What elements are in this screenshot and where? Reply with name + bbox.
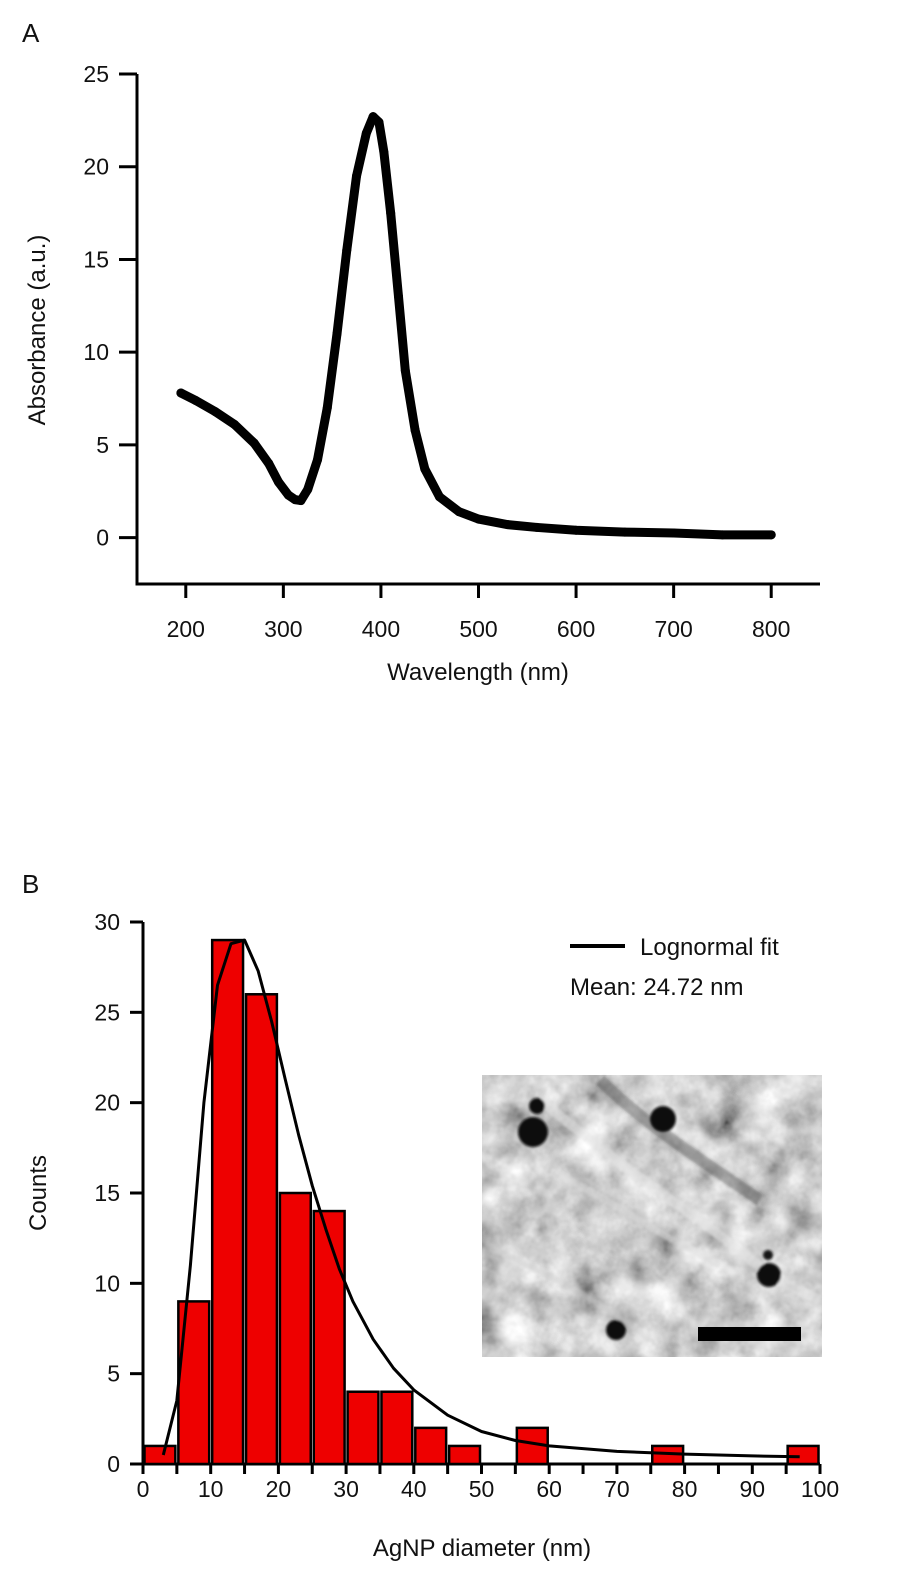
- nanoparticle: [763, 1250, 773, 1260]
- absorbance-point: [454, 507, 464, 517]
- panel-a-x-tick-label: 600: [557, 616, 595, 642]
- nanoparticle: [606, 1320, 626, 1340]
- nanoparticle: [650, 1106, 676, 1132]
- histogram-bar: [786, 1444, 820, 1466]
- panel-b-y-tick-label: 20: [94, 1090, 120, 1116]
- panel-a-x-tick-label: 800: [752, 616, 790, 642]
- legend: Lognormal fit Mean: 24.72 nm: [570, 934, 779, 1001]
- absorbance-point: [191, 395, 201, 405]
- panel-b-y-tick-label: 5: [107, 1361, 120, 1387]
- absorbance-point: [273, 477, 283, 487]
- absorbance-point: [393, 292, 403, 302]
- panel-b-y-tick-label: 10: [94, 1270, 120, 1296]
- absorbance-point: [230, 420, 240, 430]
- panel-b-x-tick-label: 90: [740, 1476, 766, 1502]
- absorbance-point: [264, 458, 274, 468]
- panel-a-x-tick-label: 500: [459, 616, 497, 642]
- absorbance-point: [283, 490, 293, 500]
- panel-a-y-tick-label: 5: [96, 432, 109, 458]
- absorbance-point: [361, 128, 371, 138]
- panel-a-x-tick-label: 200: [167, 616, 205, 642]
- absorbance-point: [303, 484, 313, 494]
- histogram-bar: [414, 1426, 448, 1466]
- panel-b-y-axis-title: Counts: [25, 1155, 52, 1231]
- absorbance-point: [717, 530, 727, 540]
- panel-a-y-tick-label: 20: [83, 154, 109, 180]
- panel-b-x-tick-label: 0: [137, 1476, 150, 1502]
- legend-label: Lognormal fit: [640, 934, 779, 961]
- panel-a-x-tick-label: 400: [362, 616, 400, 642]
- panel-b-x-tick-label: 80: [672, 1476, 698, 1502]
- histogram-bar: [447, 1444, 482, 1466]
- absorbance-point: [434, 492, 444, 502]
- panel-b-y-tick-label: 25: [94, 999, 120, 1025]
- absorbance-point: [532, 522, 542, 532]
- absorbance-series-line: [176, 112, 776, 540]
- panel-b-x-tick-label: 70: [604, 1476, 630, 1502]
- panel-b-y-tick-label: 15: [94, 1180, 120, 1206]
- histogram-bar: [143, 1444, 177, 1466]
- absorbance-point: [332, 329, 342, 339]
- panel-b-y-tick-label: 30: [94, 909, 120, 935]
- nanoparticle: [757, 1263, 781, 1287]
- panel-b-x-tick-label: 30: [333, 1476, 359, 1502]
- absorbance-point: [249, 438, 259, 448]
- panel-b-label: B: [22, 869, 39, 899]
- panel-a-label: A: [22, 18, 40, 48]
- absorbance-point: [503, 520, 513, 530]
- absorbance-point: [620, 527, 630, 537]
- panel-a-x-axis-title: Wavelength (nm): [387, 659, 569, 686]
- panel-a-y-tick-label: 15: [83, 246, 109, 272]
- absorbance-point: [766, 530, 776, 540]
- absorbance-point: [210, 407, 220, 417]
- panel-b-x-tick-label: 100: [801, 1476, 839, 1502]
- scale-bar: [698, 1327, 801, 1341]
- histogram-bar: [380, 1390, 414, 1466]
- absorbance-point: [420, 464, 430, 474]
- panel-b: B 0 5 10 15 20 25 30 0 10 20 30 40 50 60 70 80 90 100 AgN…: [22, 869, 839, 1562]
- histogram-bar: [210, 938, 245, 1466]
- absorbance-point: [342, 245, 352, 255]
- nanoparticle: [529, 1098, 545, 1114]
- panel-b-x-tick-label: 60: [536, 1476, 562, 1502]
- absorbance-point: [386, 208, 396, 218]
- panel-a-axes: 0 5 10 15 20 25 200 300 400 500 600 700 800: [83, 61, 820, 642]
- panel-b-y-tick-label: 0: [107, 1451, 120, 1477]
- absorbance-point: [400, 366, 410, 376]
- histogram-bar: [312, 1209, 346, 1466]
- panel-a-y-axis-title: Absorbance (a.u.): [24, 235, 51, 426]
- histogram-bar: [346, 1390, 380, 1466]
- histogram-bar: [244, 993, 279, 1466]
- panel-b-x-tick-label: 10: [198, 1476, 224, 1502]
- absorbance-point: [322, 403, 332, 413]
- panel-b-x-tick-label: 40: [401, 1476, 427, 1502]
- absorbance-point: [352, 171, 362, 181]
- panel-b-x-tick-label: 50: [469, 1476, 495, 1502]
- panel-b-x-tick-label: 20: [266, 1476, 292, 1502]
- histogram-bar: [278, 1191, 312, 1466]
- mean-annotation: Mean: 24.72 nm: [570, 974, 743, 1001]
- absorbance-point: [313, 455, 323, 465]
- panel-a-x-tick-label: 700: [654, 616, 692, 642]
- panel-b-x-axis-title: AgNP diameter (nm): [373, 1535, 591, 1562]
- absorbance-point: [296, 496, 306, 506]
- absorbance-point: [379, 147, 389, 157]
- absorbance-point: [368, 112, 378, 122]
- absorbance-point: [474, 514, 483, 524]
- lognormal-fit-line: [161, 938, 800, 1459]
- tem-inset-image: [482, 1075, 822, 1357]
- panel-a: A 0 5 10 15 20 25 200 300 400 500 600 700 800 Wavele…: [22, 18, 820, 686]
- absorbance-point: [374, 117, 384, 127]
- absorbance-point: [571, 525, 581, 535]
- panel-a-y-tick-label: 0: [96, 525, 109, 551]
- absorbance-point: [176, 388, 186, 398]
- absorbance-point: [669, 528, 679, 538]
- panel-a-y-tick-label: 25: [83, 61, 109, 87]
- panel-a-y-tick-label: 10: [83, 339, 109, 365]
- nanoparticle: [518, 1117, 548, 1147]
- panel-a-x-tick-label: 300: [264, 616, 302, 642]
- absorbance-point: [410, 425, 420, 435]
